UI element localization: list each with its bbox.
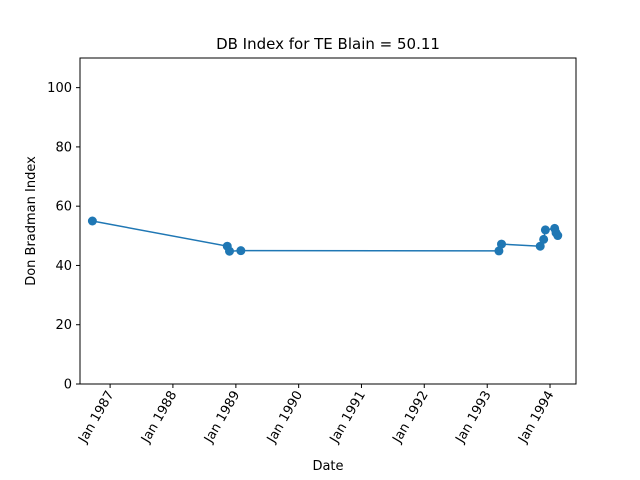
x-tick-label: Jan 1990	[264, 389, 306, 447]
x-tick-label: Jan 1994	[515, 389, 557, 447]
y-tick-label: 40	[55, 259, 72, 274]
y-axis-ticks: 0 20 40 60 80 100	[47, 81, 80, 393]
data-point	[535, 241, 545, 251]
data-point	[553, 231, 563, 241]
data-point	[494, 246, 504, 256]
y-tick-label: 0	[64, 378, 72, 393]
y-tick-label: 60	[55, 200, 72, 215]
data-point	[497, 239, 507, 249]
y-tick-label: 100	[47, 81, 72, 96]
plot-frame	[79, 57, 577, 385]
y-tick-label: 20	[55, 318, 72, 333]
x-tick-label: Jan 1993	[453, 389, 495, 447]
x-axis-label: Date	[312, 459, 343, 474]
y-axis-label: Don Bradman Index	[24, 156, 39, 286]
data-point	[236, 246, 246, 256]
y-tick-label: 80	[55, 140, 72, 155]
x-tick-label: Jan 1988	[138, 389, 180, 447]
data-point	[540, 225, 550, 235]
x-axis-ticks: Jan 1987 Jan 1988 Jan 1989 Jan 1990 Jan 1991…	[75, 384, 557, 446]
x-tick-label: Jan 1987	[75, 389, 117, 447]
data-point	[87, 216, 97, 226]
data-point	[225, 246, 235, 256]
plot-area	[80, 58, 576, 384]
x-tick-label: Jan 1991	[327, 389, 369, 447]
series-layer	[87, 216, 563, 256]
x-tick-label: Jan 1992	[390, 389, 432, 447]
x-tick-label: Jan 1989	[201, 389, 243, 447]
data-point	[539, 234, 549, 244]
chart-title: DB Index for TE Blain = 50.11	[216, 35, 440, 53]
